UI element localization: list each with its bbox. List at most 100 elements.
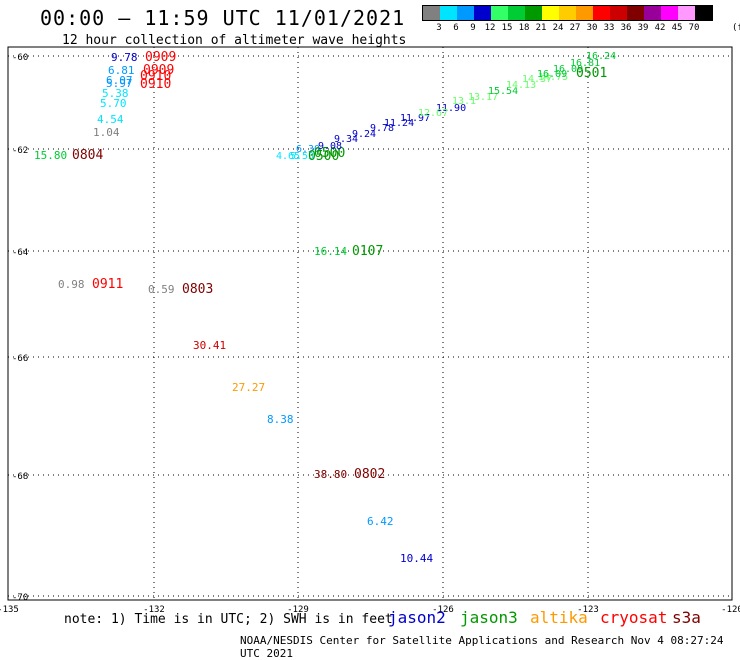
observation-label: 4.65 (276, 151, 300, 162)
observation-label: 12.67 (418, 108, 448, 119)
observation-label: 6.07 (106, 74, 133, 87)
observation-label: 9.78 (370, 123, 394, 134)
observation-label: 11.24 (384, 118, 414, 129)
observation-label: 0803 (182, 282, 213, 297)
legend-unit: (ft) (732, 23, 740, 33)
legend-ticks: 3 6 9 12 15 18 21 24 27 30 33 36 39 42 45 70 (422, 23, 740, 35)
observation-label: 6.81 (108, 64, 135, 77)
legend-tick-label: 39 (637, 23, 649, 33)
observation-label: 15.80 (34, 149, 67, 162)
legend-tick-label: 33 (603, 23, 615, 33)
observation-label: 16.14 (314, 245, 347, 258)
observation-label: 14.37 (522, 74, 552, 85)
observation-label: 13.1 (452, 96, 476, 107)
legend-tick-label: 30 (586, 23, 598, 33)
observation-label: 5.70 (100, 97, 127, 110)
legend-swatch (491, 6, 508, 20)
observation-label: 11.90 (436, 103, 466, 114)
satellite-jason3: jason3 (460, 608, 518, 627)
lon-label: -120 (721, 605, 740, 615)
legend-swatch (440, 6, 457, 20)
legend-tick-label: 42 (654, 23, 666, 33)
lat-label: -68 (12, 472, 28, 482)
satellite-altika: altika (530, 608, 588, 627)
map-subtitle: 12 hour collection of altimeter wave hei… (62, 33, 407, 48)
observation-label: 15.54 (488, 86, 518, 97)
legend-tick-label: 27 (569, 23, 581, 33)
legend-swatch (678, 6, 695, 20)
legend-tick-label: 70 (688, 23, 700, 33)
legend-swatch (576, 6, 593, 20)
legend-swatch (474, 6, 491, 20)
legend-swatch (610, 6, 627, 20)
map-title: 00:00 – 11:59 UTC 11/01/2021 (40, 6, 406, 30)
observation-label: 9.24 (352, 129, 376, 140)
observation-label: 0909 (145, 50, 176, 65)
lon-label: -129 (287, 605, 309, 615)
legend-swatches (422, 5, 713, 21)
lon-label: -132 (143, 605, 165, 615)
observation-label: 0500 (308, 149, 339, 164)
legend-tick-label: 6 (453, 23, 459, 33)
satellite-s3a: s3a (672, 608, 701, 627)
lon-label: -135 (0, 605, 19, 615)
observation-label: 0802 (354, 467, 385, 482)
observation-label: 11.97 (400, 113, 430, 124)
legend-tick-label: 36 (620, 23, 632, 33)
observation-label: 6.42 (367, 515, 394, 528)
lat-label: -66 (12, 354, 28, 364)
observation-label: 30.41 (193, 339, 226, 352)
observation-label: 8.38 (267, 413, 294, 426)
observation-label: 14.75 (538, 72, 568, 83)
legend-tick-label: 45 (671, 23, 683, 33)
observation-label: 16.81 (570, 58, 600, 69)
legend-swatch (542, 6, 559, 20)
observation-label: 0500 (314, 146, 345, 161)
observation-label: 9.34 (334, 134, 358, 145)
observation-label: 27.27 (232, 381, 265, 394)
observation-label: 4.54 (97, 113, 124, 126)
observation-label: 9.08 (318, 141, 342, 152)
legend-tick-label: 15 (501, 23, 513, 33)
map-frame (7, 46, 733, 601)
legend-tick-label: 3 (436, 23, 442, 33)
legend-swatch (457, 6, 474, 20)
satellite-jason2: jason2 (388, 608, 446, 627)
observation-label: 1.04 (93, 126, 120, 139)
lat-label: -64 (12, 248, 28, 258)
observation-label: 14.13 (506, 80, 536, 91)
legend-swatch (525, 6, 542, 20)
lat-label: -70 (12, 593, 28, 603)
observation-label: 13.17 (468, 92, 498, 103)
legend-swatch (661, 6, 678, 20)
observation-label: 5.53 (290, 151, 314, 162)
legend-tick-label: 18 (518, 23, 530, 33)
observation-label: 16.09 (553, 64, 583, 75)
observation-label: 0911 (92, 277, 123, 292)
observation-label: 0910 (140, 77, 171, 92)
legend-swatch (593, 6, 610, 20)
observation-label: 5.38 (102, 87, 129, 100)
observation-label: 0.59 (148, 283, 175, 296)
observation-label: 0909 (143, 63, 174, 78)
credit-line: NOAA/NESDIS Center for Satellite Applica… (240, 634, 724, 660)
legend-swatch (559, 6, 576, 20)
footer-note: note: 1) Time is in UTC; 2) SWH is in fe… (64, 612, 393, 627)
observation-label: 0804 (72, 148, 103, 163)
legend-swatch (695, 6, 712, 20)
legend-tick-label: 12 (484, 23, 496, 33)
observation-label: 6.30 (296, 144, 320, 155)
lon-label: -123 (577, 605, 599, 615)
observation-label: 0910 (140, 69, 171, 84)
lat-label: -62 (12, 146, 28, 156)
lat-label: -60 (12, 53, 28, 63)
observation-label: 0501 (576, 66, 607, 81)
satellite-cryosat: cryosat (600, 608, 668, 627)
observation-label: 16.09 (537, 69, 567, 80)
legend-tick-label: 24 (552, 23, 564, 33)
legend-swatch (508, 6, 525, 20)
lon-label: -126 (432, 605, 454, 615)
observation-label: 0.98 (58, 278, 85, 291)
